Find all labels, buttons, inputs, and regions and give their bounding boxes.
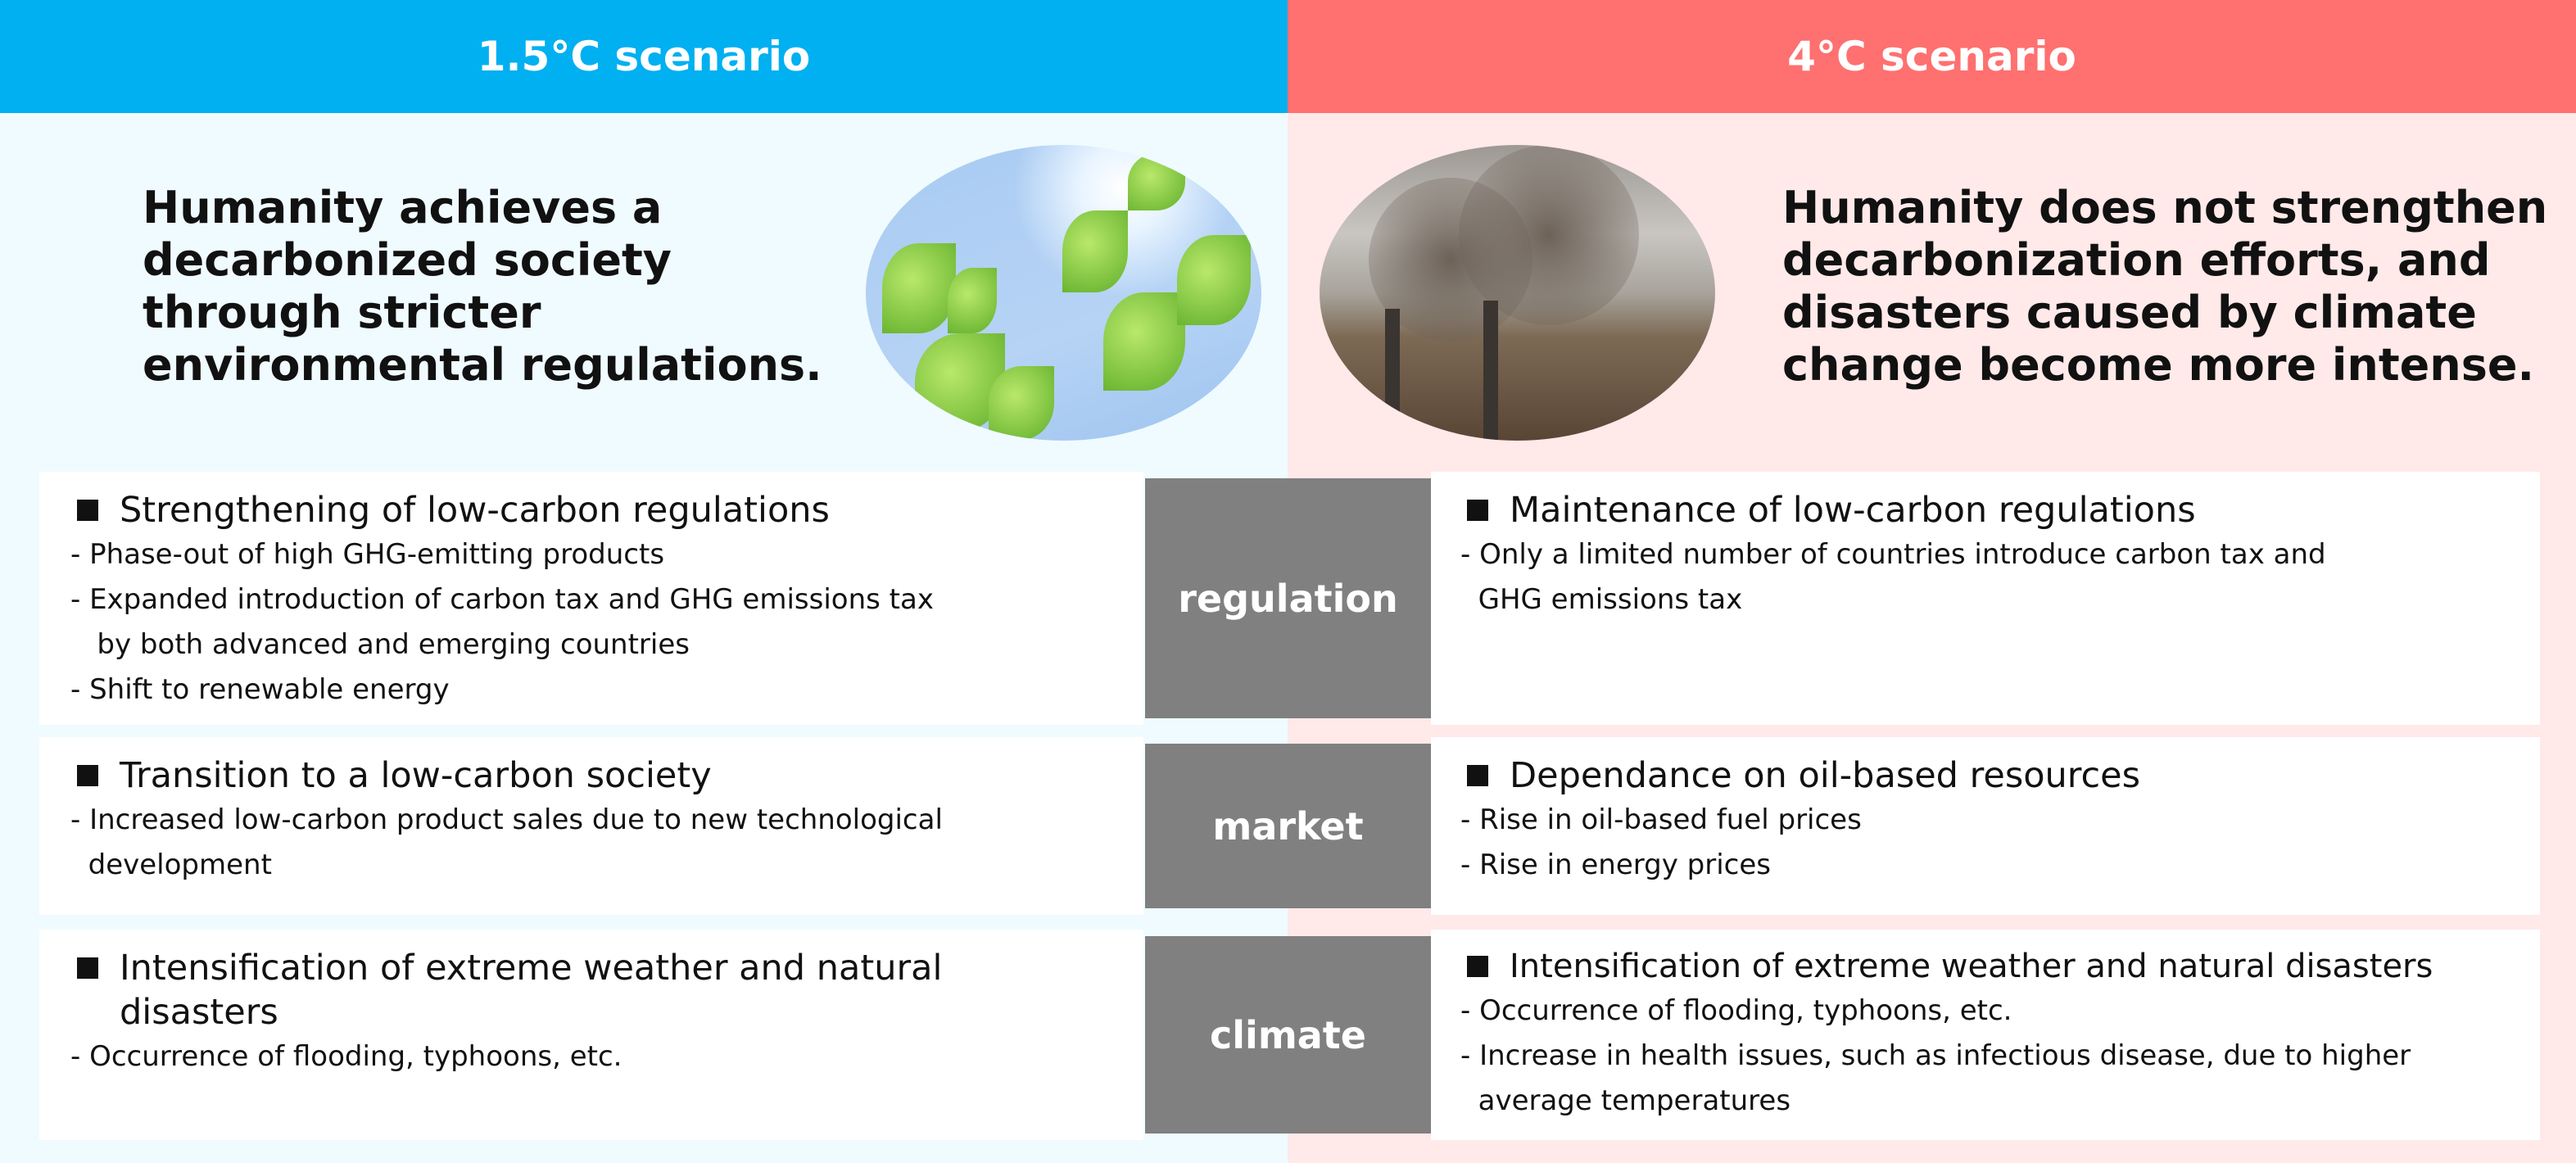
bullet-item: - Occurrence of flooding, typhoons, etc. xyxy=(70,1040,622,1073)
card-heading: Dependance on oil-based resources xyxy=(1467,753,2540,798)
square-bullet-icon xyxy=(77,500,98,521)
card-heading: Strengthening of low-carbon regulations xyxy=(77,488,1143,532)
tagline-line: decarbonized society xyxy=(143,234,672,286)
heading-text: Maintenance of low-carbon regulations xyxy=(1510,490,2196,531)
smokestacks-image xyxy=(1320,145,1715,441)
tagline-line: disasters caused by climate xyxy=(1782,287,2477,338)
bullet-item: by both advanced and emerging countries xyxy=(70,628,690,661)
heading-text: Intensification of extreme weather and n… xyxy=(1510,948,2433,985)
bullet-item: - Rise in energy prices xyxy=(1460,848,1771,881)
bullet-item: - Shift to renewable energy xyxy=(70,673,450,706)
right-tagline: Humanity does not strengthen decarboniza… xyxy=(1782,182,2547,391)
bullet-item: - Phase-out of high GHG-emitting product… xyxy=(70,538,665,571)
card-heading: Intensification of extreme weather and n… xyxy=(77,946,1019,1034)
bullet-item: - Increase in health issues, such as inf… xyxy=(1460,1039,2411,1072)
square-bullet-icon xyxy=(1467,765,1488,786)
category-regulation: regulation xyxy=(1145,478,1431,718)
bullet-item: - Increased low-carbon product sales due… xyxy=(70,803,943,836)
tagline-line: decarbonization efforts, and xyxy=(1782,234,2491,286)
bullet-item: GHG emissions tax xyxy=(1460,583,1743,616)
regulation-right-card: Maintenance of low-carbon regulations - … xyxy=(1431,472,2540,725)
tagline-line: through stricter xyxy=(143,287,541,338)
climate-left-card: Intensification of extreme weather and n… xyxy=(39,930,1143,1140)
climate-right-card: Intensification of extreme weather and n… xyxy=(1431,930,2540,1140)
square-bullet-icon xyxy=(1467,956,1488,977)
square-bullet-icon xyxy=(77,957,98,979)
regulation-left-card: Strengthening of low-carbon regulations … xyxy=(39,472,1143,725)
bullet-item: - Rise in oil-based fuel prices xyxy=(1460,803,1862,836)
green-leaves-image xyxy=(866,145,1261,441)
bullet-item: average temperatures xyxy=(1460,1084,1791,1117)
heading-text: Intensification of extreme weather and n… xyxy=(120,948,943,1033)
tagline-line: environmental regulations. xyxy=(143,339,822,391)
header-1-5c-scenario: 1.5°C scenario xyxy=(0,0,1288,113)
header-4c-scenario: 4°C scenario xyxy=(1288,0,2576,113)
card-heading: Intensification of extreme weather and n… xyxy=(1467,944,2540,989)
bullet-item: development xyxy=(70,848,272,881)
tagline-line: Humanity does not strengthen xyxy=(1782,182,2548,233)
square-bullet-icon xyxy=(77,765,98,786)
category-climate: climate xyxy=(1145,936,1431,1134)
market-left-card: Transition to a low-carbon society - Inc… xyxy=(39,737,1143,915)
left-tagline: Humanity achieves a decarbonized society… xyxy=(143,182,822,391)
card-heading: Maintenance of low-carbon regulations xyxy=(1467,488,2540,532)
heading-text: Transition to a low-carbon society xyxy=(120,755,712,796)
card-heading: Transition to a low-carbon society xyxy=(77,753,1143,798)
bullet-item: - Occurrence of flooding, typhoons, etc. xyxy=(1460,994,2012,1027)
category-market: market xyxy=(1145,744,1431,908)
heading-text: Dependance on oil-based resources xyxy=(1510,755,2141,796)
bullet-item: - Only a limited number of countries int… xyxy=(1460,538,2326,571)
tagline-line: change become more intense. xyxy=(1782,339,2535,391)
heading-text: Strengthening of low-carbon regulations xyxy=(120,490,830,531)
tagline-line: Humanity achieves a xyxy=(143,182,663,233)
square-bullet-icon xyxy=(1467,500,1488,521)
market-right-card: Dependance on oil-based resources - Rise… xyxy=(1431,737,2540,915)
bullet-item: - Expanded introduction of carbon tax an… xyxy=(70,583,934,616)
